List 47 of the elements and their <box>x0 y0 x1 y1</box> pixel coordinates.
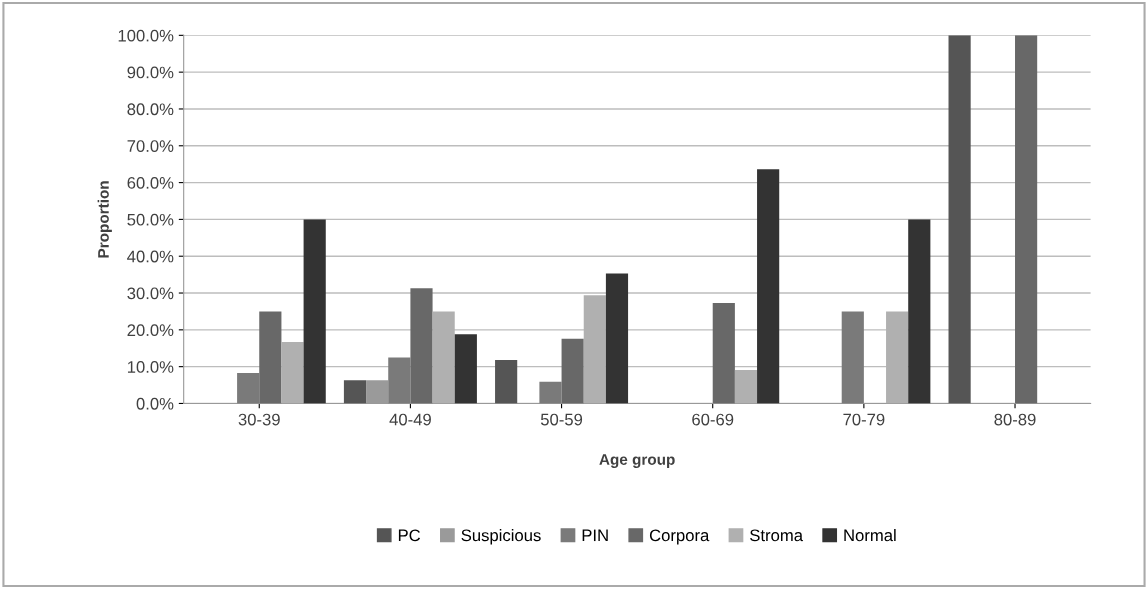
legend-label: Stroma <box>750 529 804 542</box>
bar <box>388 357 411 404</box>
bar <box>539 381 562 404</box>
x-tick-label: 30-39 <box>238 413 280 426</box>
x-tick-label: 70-79 <box>843 413 885 426</box>
legend-label: PIN <box>582 529 608 542</box>
bar <box>561 338 584 404</box>
bar <box>948 35 971 404</box>
bar <box>237 372 260 404</box>
y-tick-label: 60.0% <box>127 176 174 189</box>
bar <box>712 302 735 404</box>
bar <box>410 288 433 404</box>
bar <box>886 311 909 404</box>
y-tick-label: 20.0% <box>127 324 174 337</box>
x-tick-label: 40-49 <box>389 413 431 426</box>
bar <box>1015 35 1038 404</box>
bar <box>303 219 326 404</box>
bar <box>454 334 477 404</box>
x-tick-label: 60-69 <box>692 413 734 426</box>
legend-label: Suspicious <box>461 528 541 545</box>
bar <box>757 169 780 404</box>
bar <box>734 369 758 404</box>
legend-label: PC <box>398 529 421 542</box>
bar <box>908 219 931 404</box>
legend-label: Corpora <box>649 529 710 545</box>
bar <box>495 360 518 404</box>
y-tick-label: 30.0% <box>127 287 174 300</box>
y-tick-label: 50.0% <box>127 213 174 226</box>
bar <box>583 295 606 404</box>
x-axis-title: Age group <box>599 454 675 468</box>
bar <box>605 273 629 404</box>
y-tick-label: 90.0% <box>127 66 174 79</box>
bar <box>343 380 367 404</box>
y-tick-label: 70.0% <box>127 140 174 152</box>
y-tick-label: 40.0% <box>127 250 174 263</box>
x-tick-label: 50-59 <box>540 413 583 426</box>
y-tick-label: 0.0% <box>136 397 174 410</box>
y-tick-label: 80.0% <box>127 103 174 116</box>
bar <box>841 311 864 404</box>
y-tick-label: 10.0% <box>127 361 174 373</box>
bar <box>281 341 304 404</box>
bar <box>259 311 282 404</box>
y-axis-title: Proportion <box>97 181 112 258</box>
y-tick-label: 100.0% <box>118 29 174 42</box>
x-tick-label: 80-89 <box>994 413 1036 426</box>
bar <box>432 311 455 404</box>
legend-label: Normal <box>844 528 896 542</box>
